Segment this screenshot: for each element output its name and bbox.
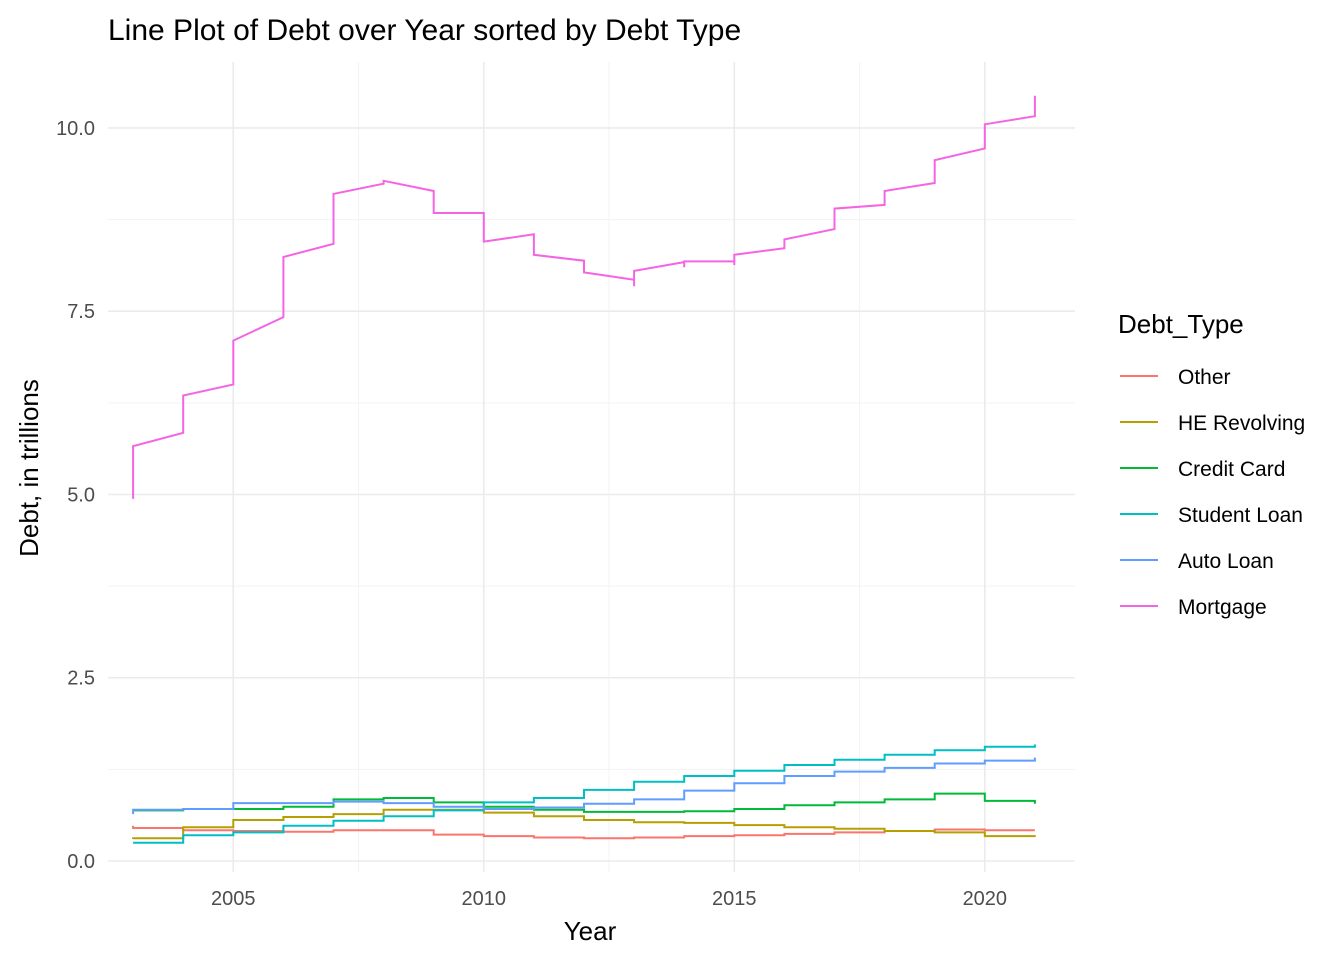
chart-title: Line Plot of Debt over Year sorted by De… (108, 14, 741, 47)
x-tick-label: 2010 (462, 888, 507, 910)
legend-label-auto-loan: Auto Loan (1178, 550, 1274, 573)
series-line-credit-card (133, 792, 1036, 813)
series-line-other (132, 825, 1035, 840)
y-tick-label: 10.0 (56, 118, 95, 140)
legend-item-auto-loan: Auto Loan (1120, 550, 1274, 573)
x-tick-label: 2015 (712, 888, 757, 910)
legend-label-he-revolving: HE Revolving (1178, 412, 1305, 435)
y-tick-label: 7.5 (67, 301, 95, 323)
legend-items: Other HE Revolving Credit Card Student Loan… (1120, 366, 1305, 619)
legend-item-student-loan: Student Loan (1120, 504, 1303, 527)
x-tick-label: 2020 (963, 888, 1008, 910)
legend-label-other: Other (1178, 366, 1231, 389)
legend-label-credit-card: Credit Card (1178, 458, 1285, 481)
axes: 2005 2010 2015 2020 0.0 2.5 5.0 7.5 10.0 (56, 118, 1007, 910)
legend-label-student-loan: Student Loan (1178, 504, 1303, 527)
x-axis-title: Year (564, 916, 617, 946)
y-tick-label: 0.0 (67, 851, 95, 873)
legend-item-mortgage: Mortgage (1120, 596, 1267, 619)
y-tick-label: 5.0 (67, 484, 95, 506)
legend-title: Debt_Type (1118, 309, 1244, 339)
legend-item-he-revolving: HE Revolving (1120, 412, 1305, 435)
legend-item-credit-card: Credit Card (1120, 458, 1285, 481)
legend-label-mortgage: Mortgage (1178, 596, 1267, 619)
series-lines (132, 95, 1036, 844)
x-tick-label: 2005 (211, 888, 256, 910)
series-line-he-revolving (132, 808, 1036, 840)
series-line-student-loan (133, 744, 1036, 844)
series-line-mortgage (132, 95, 1036, 499)
y-tick-label: 2.5 (67, 668, 95, 690)
y-axis-title: Debt, in trillions (14, 379, 44, 557)
series-line-auto-loan (132, 757, 1036, 815)
grid (108, 62, 1075, 872)
legend: Debt_Type Other HE Revolving Credit Card St… (1118, 309, 1305, 619)
legend-item-other: Other (1120, 366, 1231, 389)
